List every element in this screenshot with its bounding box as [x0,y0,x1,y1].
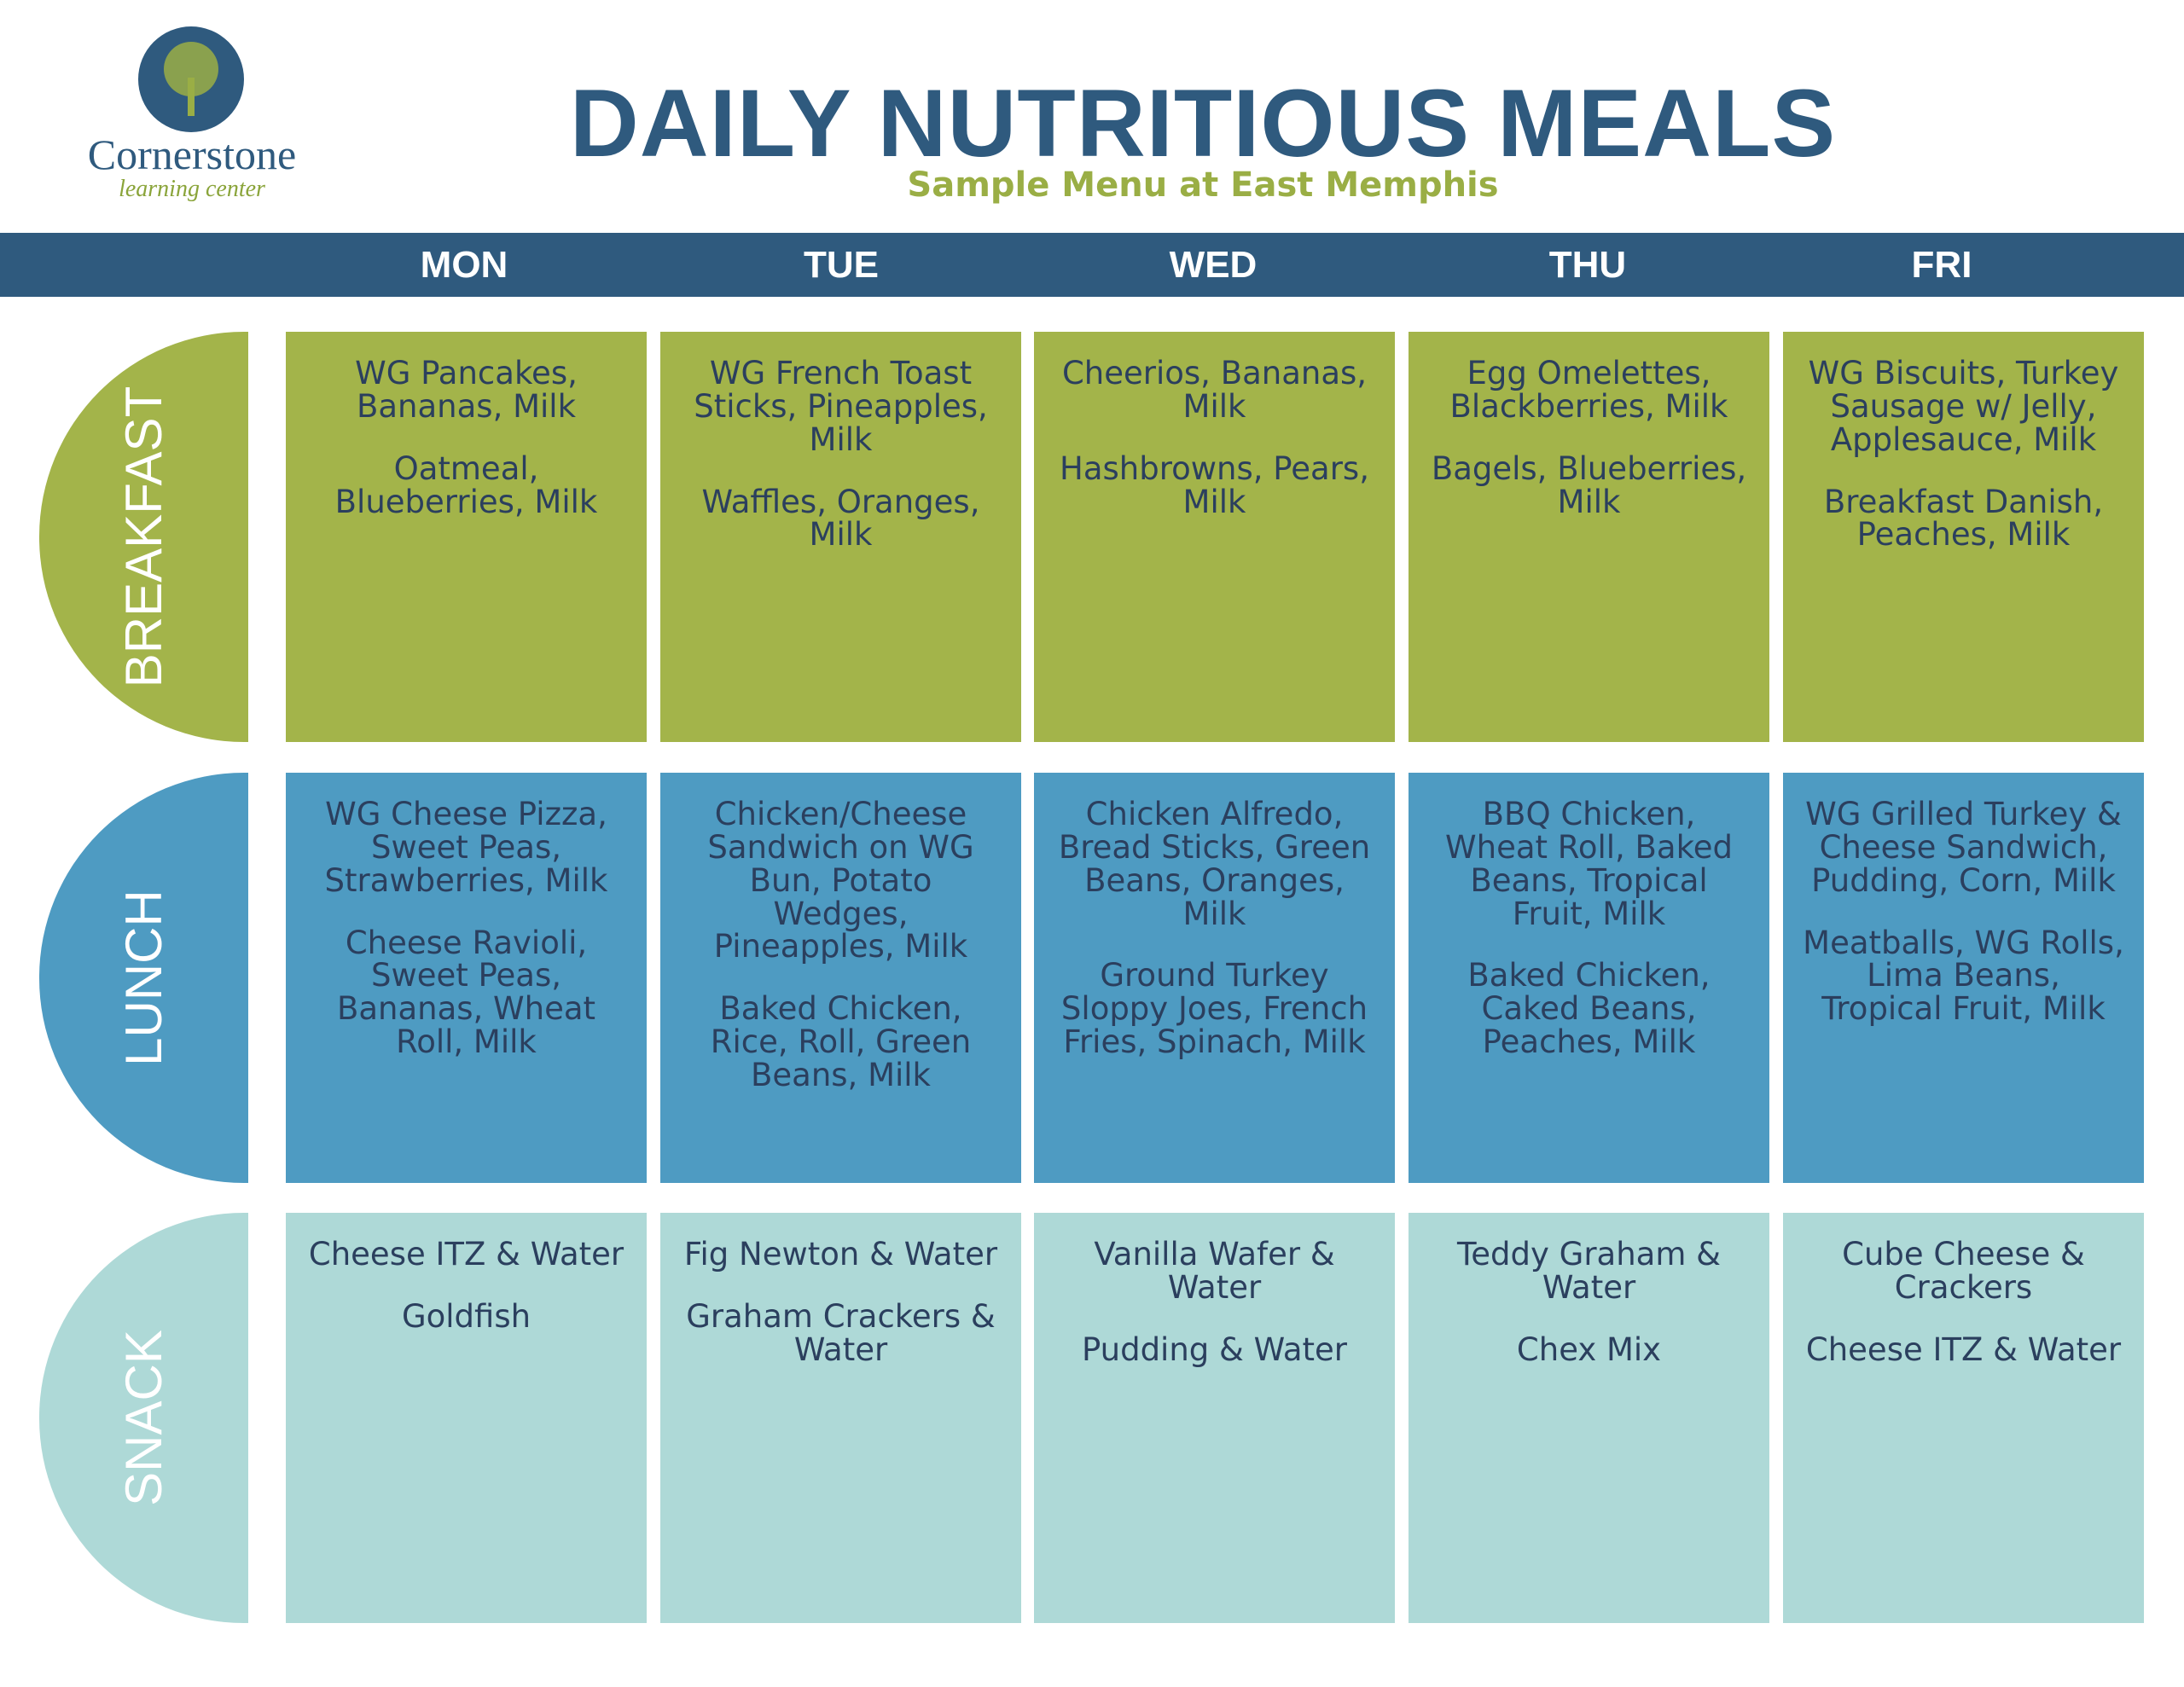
menu-item: WG Pancakes, Bananas, Milk [355,355,578,425]
menu-item: Pudding & Water [1081,1330,1348,1368]
meal-label: LUNCH [114,890,172,1066]
menu-cell: Cube Cheese & Crackers Cheese ITZ & Water [1783,1213,2144,1623]
menu-item: Baked Chicken, Rice, Roll, Green Beans, … [710,990,972,1093]
menu-cell: Cheese ITZ & Water Goldfish [286,1213,647,1623]
menu-item: Chicken/Cheese Sandwich on WG Bun, Potat… [707,796,974,965]
menu-cell: Vanilla Wafer & Water Pudding & Water [1034,1213,1395,1623]
day-header: FRI [1911,244,1972,286]
meal-tab-label: BREAKFAST [39,332,248,742]
menu-item: Cheese Ravioli, Sweet Peas, Bananas, Whe… [336,924,596,1061]
page-subtitle: Sample Menu at East Memphis [907,165,1499,205]
logo-mark [138,26,244,132]
day-header: TUE [804,244,879,286]
menu-cell: WG French Toast Sticks, Pineapples, Milk… [660,332,1021,742]
logo-tagline: learning center [119,176,265,202]
menu-item: Cube Cheese & Crackers [1842,1236,2085,1306]
menu-item: Goldfish [401,1297,531,1335]
menu-cell: WG Pancakes, Bananas, Milk Oatmeal, Blueb… [286,332,647,742]
menu-item: Cheerios, Bananas, Milk [1061,355,1368,425]
menu-item: Oatmeal, Blueberries, Milk [334,449,598,520]
menu-item: Bagels, Blueberries, Milk [1431,449,1747,520]
menu-item: Meatballs, WG Rolls, Lima Beans, Tropica… [1803,924,2124,1028]
menu-item: WG French Toast Sticks, Pineapples, Milk [694,355,988,458]
menu-item: BBQ Chicken, Wheat Roll, Baked Beans, Tr… [1445,796,1733,932]
day-header: THU [1548,244,1627,286]
menu-item: Cheese ITZ & Water [308,1236,624,1272]
menu-item: Waffles, Oranges, Milk [701,483,980,554]
menu-cell: Egg Omelettes, Blackberries, Milk Bagels,… [1409,332,1769,742]
menu-cell: Cheerios, Bananas, Milk Hashbrowns, Pears… [1034,332,1395,742]
menu-item: Chex Mix [1516,1330,1662,1368]
menu-item: Cheese ITZ & Water [1805,1330,2122,1368]
menu-cell: Chicken/Cheese Sandwich on WG Bun, Potat… [660,773,1021,1183]
menu-item: Teddy Graham & Water [1456,1236,1722,1306]
menu-item: Graham Crackers & Water [686,1297,996,1368]
menu-cell: WG Grilled Turkey & Cheese Sandwich, Pud… [1783,773,2144,1183]
menu-cell: Teddy Graham & Water Chex Mix [1409,1213,1769,1623]
menu-cell: Chicken Alfredo, Bread Sticks, Green Bea… [1034,773,1395,1183]
menu-item: Ground Turkey Sloppy Joes, French Fries,… [1060,957,1368,1061]
menu-item: WG Grilled Turkey & Cheese Sandwich, Pud… [1805,796,2122,899]
menu-item: WG Biscuits, Turkey Sausage w/ Jelly, Ap… [1808,355,2119,458]
day-header: MON [420,244,508,286]
menu-cell: Fig Newton & Water Graham Crackers & Wate… [660,1213,1021,1623]
menu-item: Baked Chicken, Caked Beans, Peaches, Mil… [1467,957,1711,1061]
menu-item: WG Cheese Pizza, Sweet Peas, Strawberrie… [324,796,608,899]
day-header: WED [1169,244,1258,286]
meal-label: SNACK [115,1330,172,1506]
menu-item: Chicken Alfredo, Bread Sticks, Green Bea… [1058,796,1371,932]
menu-cell: BBQ Chicken, Wheat Roll, Baked Beans, Tr… [1409,773,1769,1183]
menu-item: Vanilla Wafer & Water [1094,1236,1335,1306]
day-bar [0,233,2184,297]
menu-item: Hashbrowns, Pears, Milk [1060,449,1369,520]
menu-item: Egg Omelettes, Blackberries, Milk [1449,355,1728,425]
meal-tab-label: LUNCH [39,773,248,1183]
menu-cell: WG Cheese Pizza, Sweet Peas, Strawberrie… [286,773,647,1183]
menu-item: Fig Newton & Water [683,1236,998,1272]
menu-cell: WG Biscuits, Turkey Sausage w/ Jelly, Ap… [1783,332,2144,742]
page-title: DAILY NUTRITIOUS MEALS [569,70,1837,177]
logo-name: Cornerstone [87,130,297,178]
menu-item: Breakfast Danish, Peaches, Milk [1823,483,2104,554]
meal-tab-label: SNACK [39,1213,248,1623]
meal-label: BREAKFAST [115,386,172,688]
